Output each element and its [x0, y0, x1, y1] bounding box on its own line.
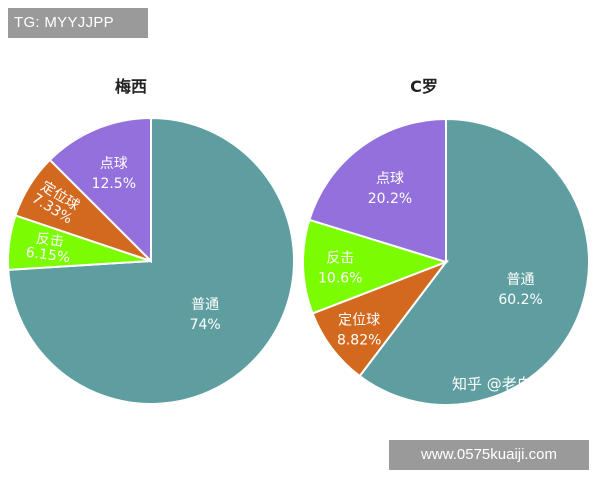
ronaldo-chart-title: C罗 — [410, 77, 438, 96]
pie-slice-normal — [358, 117, 590, 406]
slice-label-counter: 反击 10.6% — [318, 251, 362, 287]
slice-label-normal: 普通 60.2% — [498, 272, 542, 308]
website-watermark-tag: www.0575kuaiji.com — [389, 440, 589, 470]
pie-slice-counter — [302, 218, 450, 315]
top-watermark-tag: TG: MYYJJPP — [8, 8, 148, 38]
ronaldo-pie: 普通 60.2% 定位球 8.82% 反击 10.6% 点球 20.2% — [302, 117, 590, 406]
zhihu-watermark: 知乎 @老白Walt — [452, 375, 565, 393]
slice-label-penalty: 点球 12.5% — [92, 156, 136, 192]
pie-slice-penalty — [308, 117, 447, 264]
messi-pie: 普通 74%反击6.15%定位球7.33%点球 12.5% — [7, 116, 295, 405]
pie-slice-penalty — [48, 116, 152, 264]
slice-label-set-piece: 定位球 8.82% — [337, 312, 381, 348]
slice-label-counter: 反击6.15% — [25, 230, 73, 267]
messi-chart-title: 梅西 — [115, 77, 147, 96]
slice-label-normal: 普通 74% — [190, 297, 221, 333]
slice-label-penalty: 点球 20.2% — [368, 171, 412, 207]
